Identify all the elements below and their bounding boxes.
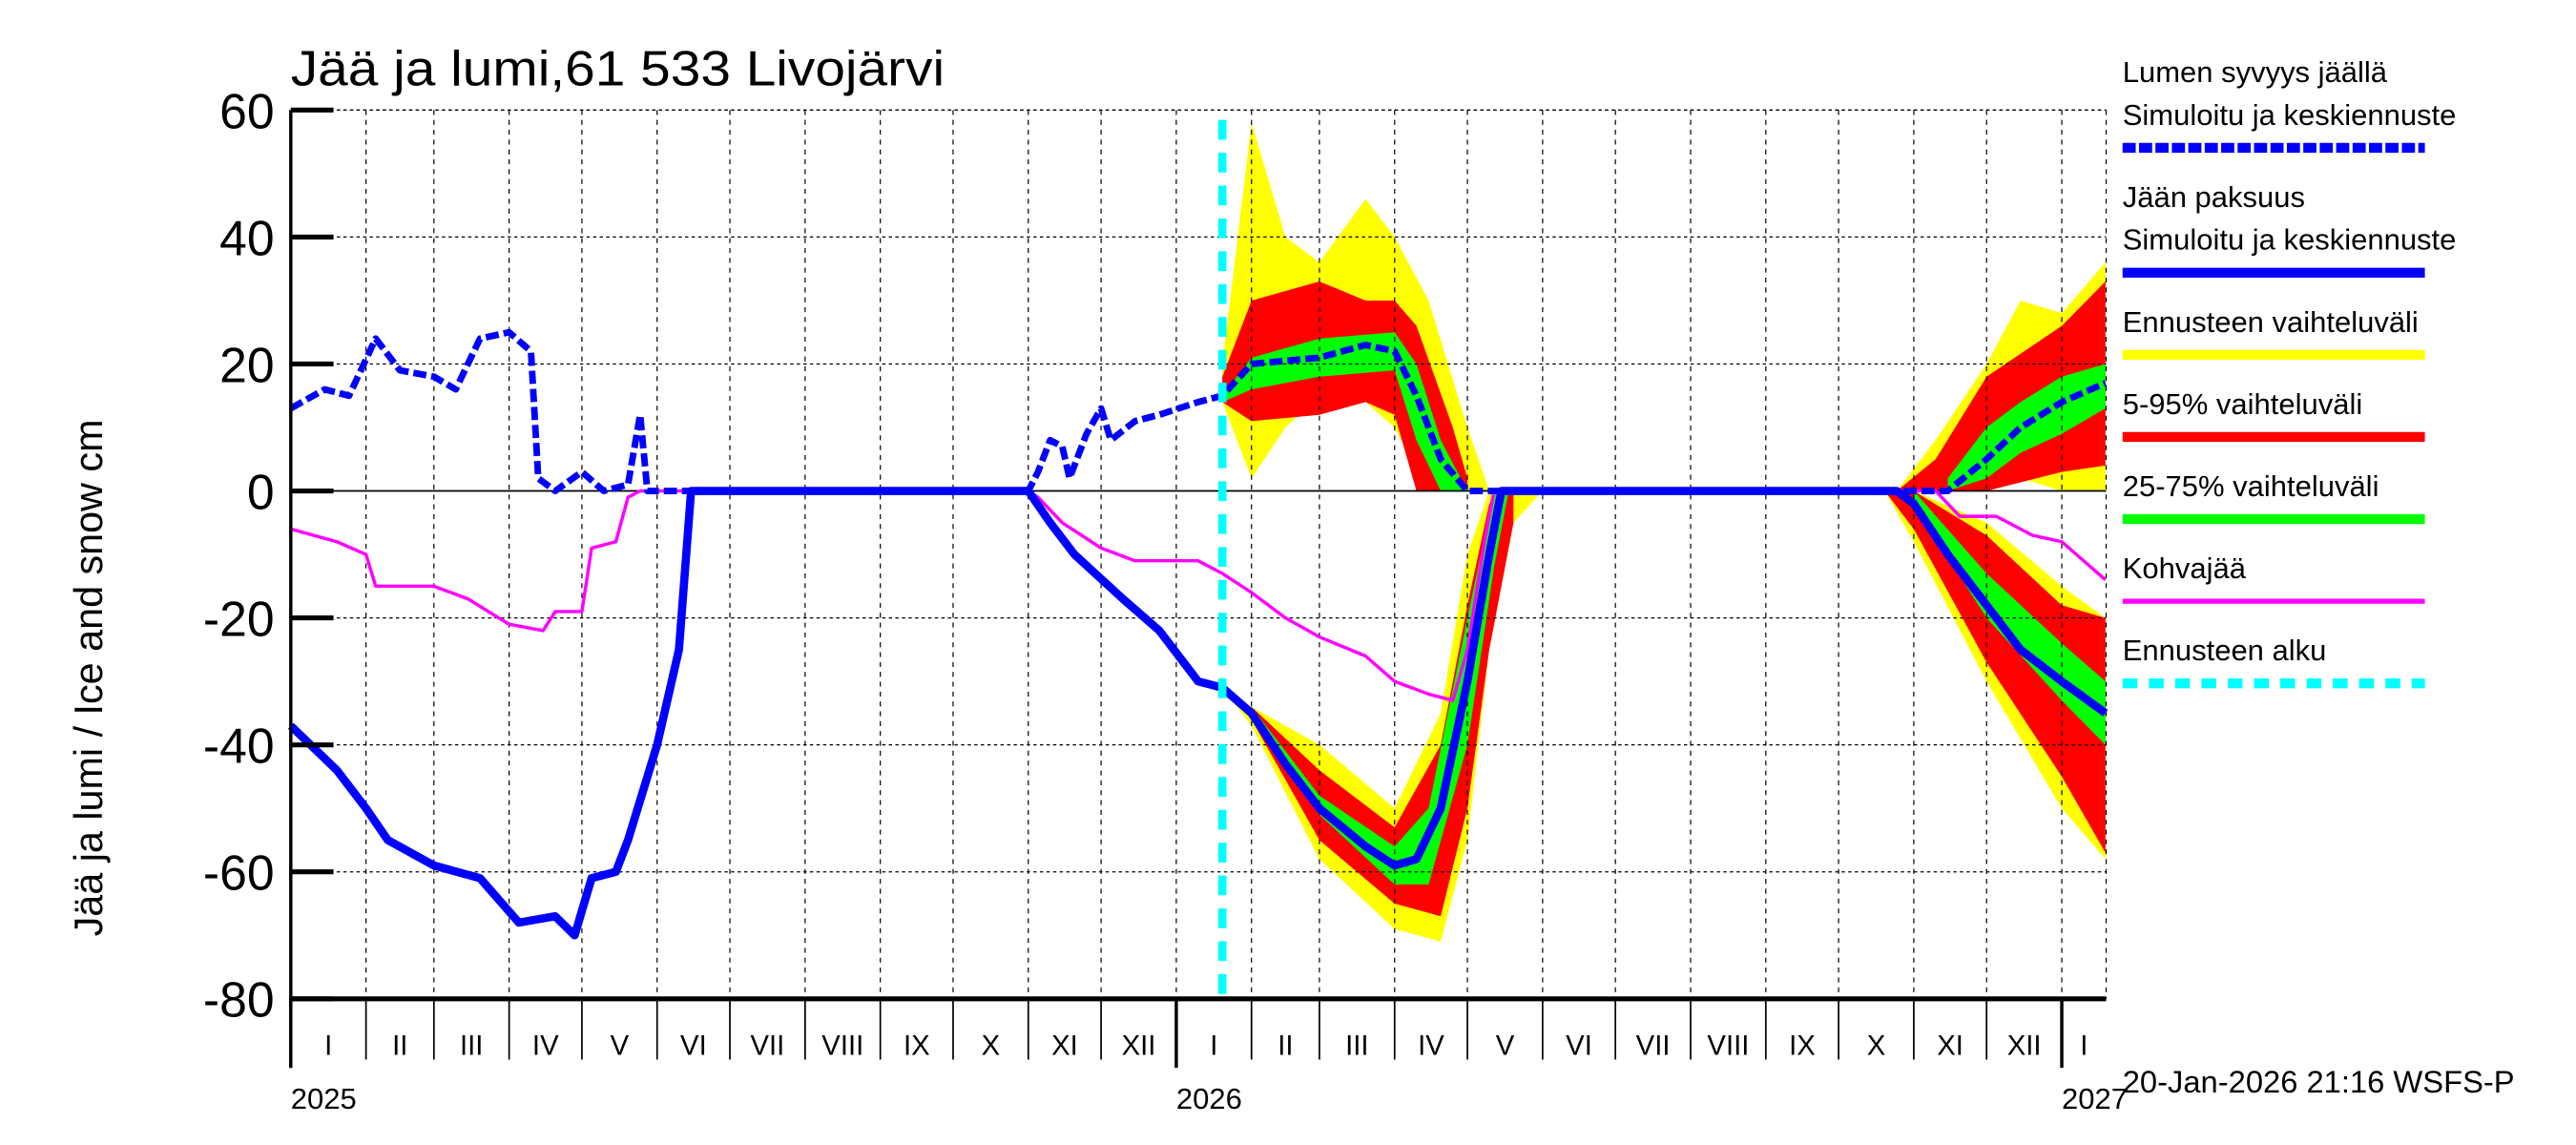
legend-label: 25-75% vaihteluväli xyxy=(2123,469,2379,503)
month-label: VII xyxy=(751,1030,785,1061)
y-axis-label: Jää ja lumi / Ice and snow cm xyxy=(67,420,111,937)
y-tick-label: -60 xyxy=(203,845,275,901)
legend-label: 5-95% vaihteluväli xyxy=(2123,387,2362,421)
y-tick-label: -40 xyxy=(203,718,275,774)
month-label: VIII xyxy=(821,1030,863,1061)
band-ff0000 xyxy=(1222,281,1468,491)
series-lumen-syvyys-j-ll- xyxy=(289,328,2108,494)
y-tick-label: -80 xyxy=(203,972,275,1028)
legend-label: Ennusteen alku xyxy=(2123,634,2327,667)
legend-label: Jään paksuus xyxy=(2123,180,2305,214)
grid xyxy=(290,109,2108,1000)
timestamp: 20-Jan-2026 21:16 WSFS-P xyxy=(2123,1064,2515,1099)
month-label: III xyxy=(1345,1030,1368,1061)
y-tick-label: -20 xyxy=(203,592,275,647)
month-label: V xyxy=(1496,1030,1515,1061)
year-label: 2027 xyxy=(2062,1082,2128,1115)
month-label: I xyxy=(2080,1030,2088,1061)
month-label: VIII xyxy=(1707,1030,1749,1061)
band-ff0000 xyxy=(1884,490,2106,853)
y-tick-label: 20 xyxy=(219,337,274,392)
month-label: VI xyxy=(1566,1030,1592,1061)
month-label: VI xyxy=(680,1030,707,1061)
year-label: 2025 xyxy=(291,1082,357,1115)
y-tick-label: 0 xyxy=(247,464,275,519)
month-label: II xyxy=(392,1030,407,1061)
y-tick-label: 60 xyxy=(219,83,274,138)
month-label: X xyxy=(982,1030,1001,1061)
legend-label: Simuloitu ja keskiennuste xyxy=(2123,223,2457,257)
forecast-bands xyxy=(1222,122,2106,942)
month-label: V xyxy=(611,1030,630,1061)
month-label: XII xyxy=(2007,1030,2042,1061)
month-label: IX xyxy=(904,1030,930,1061)
chart-title: Jää ja lumi,61 533 Livojärvi xyxy=(291,41,945,96)
legend-label: Ennusteen vaihteluväli xyxy=(2123,305,2419,339)
series-kohvaj- xyxy=(290,489,2107,702)
band-ff0000 xyxy=(1897,281,2106,491)
month-label: IV xyxy=(532,1030,559,1061)
month-label: IX xyxy=(1789,1030,1816,1061)
legend-label: Kohvajää xyxy=(2123,552,2247,585)
legend-label: Simuloitu ja keskiennuste xyxy=(2123,98,2457,132)
month-label: II xyxy=(1278,1030,1293,1061)
year-label: 2026 xyxy=(1176,1082,1242,1115)
legend: Lumen syvyys jäällä Simuloitu ja keskienn… xyxy=(2122,55,2457,689)
month-label: I xyxy=(324,1030,332,1061)
series-lines xyxy=(287,119,2109,999)
month-label: III xyxy=(460,1030,483,1061)
month-label: VII xyxy=(1636,1030,1671,1061)
month-label: X xyxy=(1867,1030,1886,1061)
series-j-n-paksuus xyxy=(287,487,2109,940)
month-label: IV xyxy=(1418,1030,1444,1061)
month-label: XI xyxy=(1937,1030,1963,1061)
month-label: XI xyxy=(1051,1030,1078,1061)
month-label: I xyxy=(1210,1030,1217,1061)
band-ffff00 xyxy=(1222,490,1543,942)
month-label: XII xyxy=(1122,1030,1156,1061)
legend-label: Lumen syvyys jäällä xyxy=(2123,55,2388,89)
y-tick-label: 40 xyxy=(219,210,274,265)
